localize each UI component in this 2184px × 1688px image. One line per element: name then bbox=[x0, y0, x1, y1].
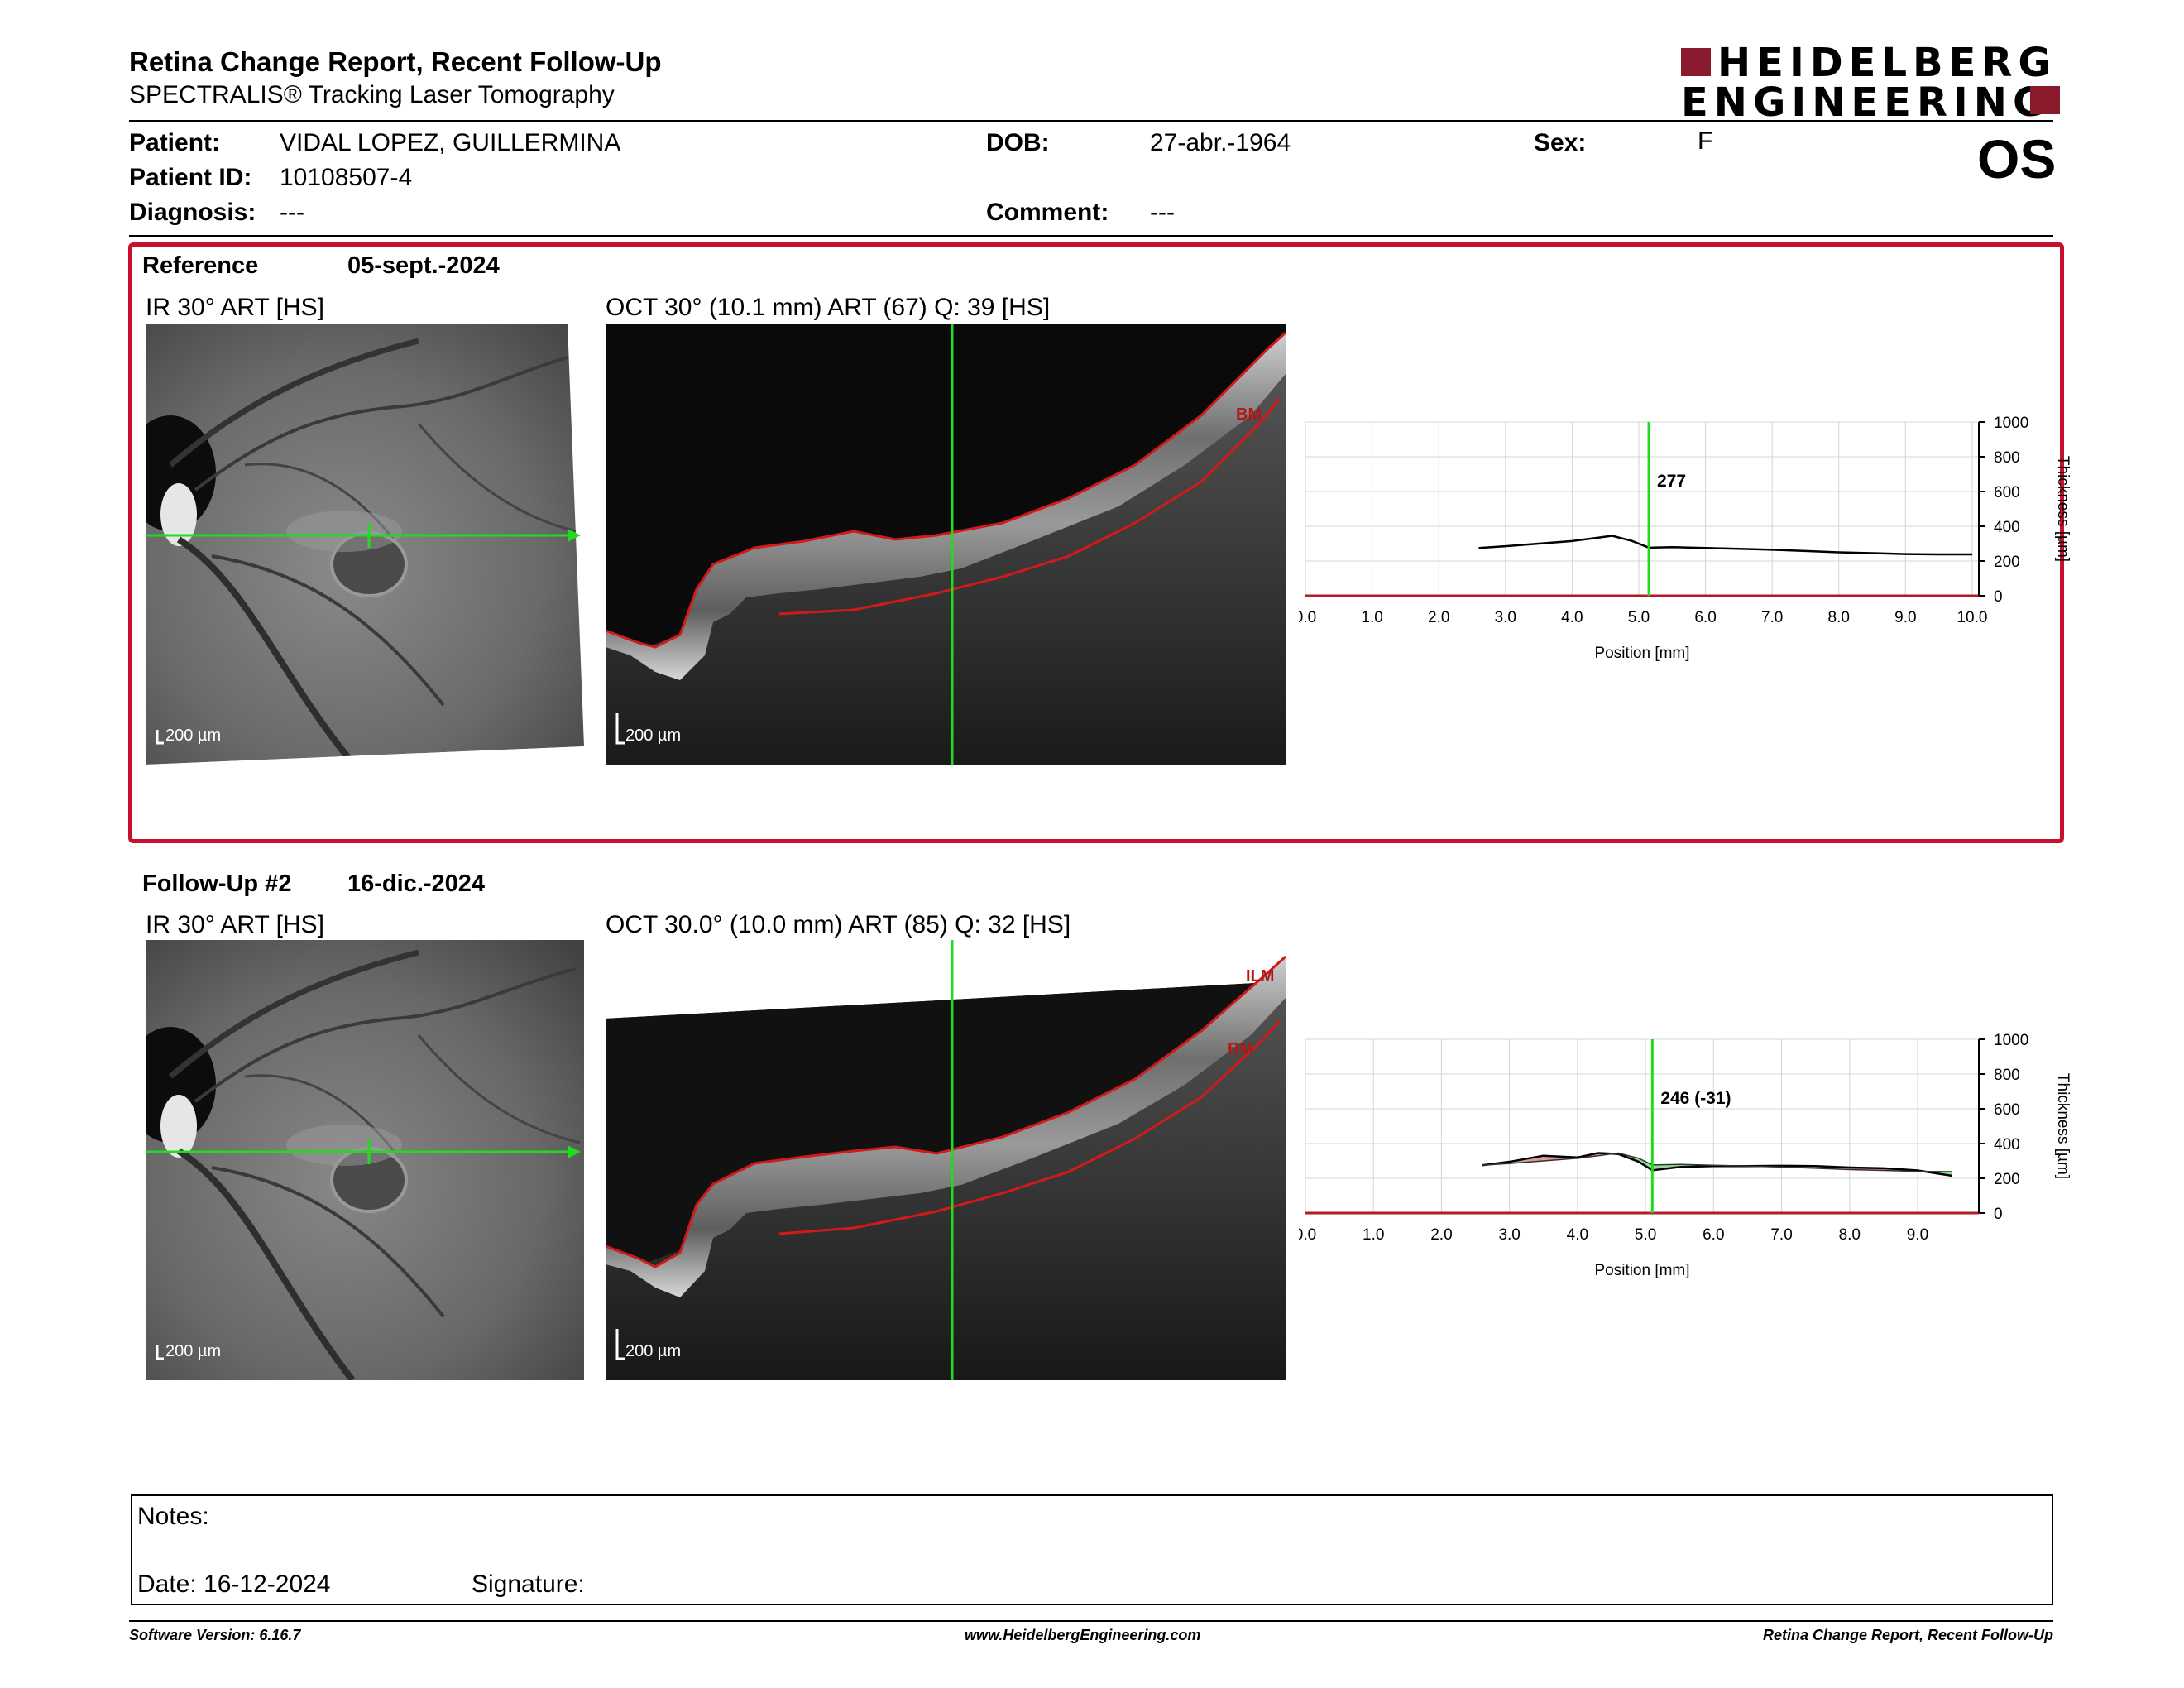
reference-chart-x-tick-label: 0.0 bbox=[1299, 609, 1316, 626]
reference-chart-x-tick-label: 7.0 bbox=[1761, 609, 1783, 626]
reference-chart-cursor-value: 277 bbox=[1657, 472, 1686, 491]
followup-date: 16-dic.-2024 bbox=[347, 870, 486, 897]
followup-chart-y-label: Thickness [µm] bbox=[2054, 1073, 2071, 1179]
reference-chart-x-tick-label: 8.0 bbox=[1828, 609, 1850, 626]
reference-chart-x-tick-label: 10.0 bbox=[1956, 609, 1987, 626]
reference-thickness-chart: 0.0 1.0 2.0 3.0 4.0 5.0 6.0 7.0 8.0 9.0 10.0 0 200 40… bbox=[1299, 415, 2071, 662]
reference-chart-plot-area bbox=[1305, 421, 1980, 597]
followup-chart-x-tick-label: 9.0 bbox=[1907, 1226, 1928, 1244]
reference-date: 05-sept.-2024 bbox=[347, 252, 500, 279]
heidelberg-logo: HEIDELBERG ENGINEERING bbox=[1681, 40, 2062, 126]
followup-ir-scale: 200 µm bbox=[165, 1342, 222, 1360]
reference-chart-x-tick-label: 5.0 bbox=[1628, 609, 1650, 626]
reference-oct-image: BM 200 µm bbox=[606, 324, 1286, 765]
followup-chart-x-tick-label: 0.0 bbox=[1299, 1226, 1316, 1244]
followup-oct-image: ILM BM 200 µm bbox=[606, 940, 1286, 1380]
reference-chart-y-tick-label: 0 bbox=[1994, 588, 2003, 606]
sex-label: Sex: bbox=[1534, 129, 1587, 156]
reference-chart-series-line-0 bbox=[1478, 535, 1972, 556]
signature-label: Signature: bbox=[472, 1571, 585, 1598]
reference-chart-x-tick-label: 9.0 bbox=[1894, 609, 1916, 626]
notes-label: Notes: bbox=[137, 1503, 209, 1530]
reference-oct-scale: 200 µm bbox=[625, 727, 682, 745]
footer-software-version: Software Version: 6.16.7 bbox=[129, 1627, 301, 1643]
report-subtitle: SPECTRALIS® Tracking Laser Tomography bbox=[129, 81, 615, 108]
patient-label: Patient: bbox=[129, 129, 221, 156]
reference-chart-x-tick-label: 2.0 bbox=[1428, 609, 1449, 626]
patient-id: 10108507-4 bbox=[280, 164, 413, 191]
reference-chart-x-tick-label: 1.0 bbox=[1361, 609, 1382, 626]
followup-oct-title: OCT 30.0° (10.0 mm) ART (85) Q: 32 [HS] bbox=[606, 911, 1071, 938]
patient-id-label: Patient ID: bbox=[129, 164, 252, 191]
diagnosis-label: Diagnosis: bbox=[129, 199, 256, 226]
followup-chart-x-tick-label: 5.0 bbox=[1635, 1226, 1656, 1244]
sex-value: F bbox=[1698, 127, 1713, 155]
header-rule bbox=[129, 120, 2053, 122]
reference-chart-y-tick-label: 600 bbox=[1994, 484, 2020, 501]
followup-thickness-chart: 0.0 1.0 2.0 3.0 4.0 5.0 6.0 7.0 8.0 9.0 0 200 400 600… bbox=[1299, 1032, 2071, 1279]
dob-value: 27-abr.-1964 bbox=[1150, 129, 1291, 156]
reference-chart-x-tick-label: 4.0 bbox=[1561, 609, 1583, 626]
dob-label: DOB: bbox=[986, 129, 1050, 156]
reference-bm-label: BM bbox=[1236, 405, 1262, 424]
notes-box[interactable]: Notes: Date: 16-12-2024 Signature: bbox=[131, 1494, 2053, 1605]
followup-chart-y-tick-label: 400 bbox=[1994, 1136, 2020, 1153]
followup-chart-x-tick-label: 2.0 bbox=[1430, 1226, 1452, 1244]
eye-indicator: OS bbox=[1977, 128, 2057, 189]
reference-chart-x-tick-label: 6.0 bbox=[1694, 609, 1716, 626]
followup-chart-y-tick-label: 600 bbox=[1994, 1101, 2020, 1119]
logo-line2: ENGINEERING bbox=[1681, 79, 2052, 126]
reference-ir-title: IR 30° ART [HS] bbox=[146, 294, 324, 321]
reference-ir-scale: 200 µm bbox=[165, 727, 222, 745]
followup-chart-x-tick-label: 8.0 bbox=[1839, 1226, 1861, 1244]
followup-chart-x-tick-label: 3.0 bbox=[1498, 1226, 1520, 1244]
followup-chart-x-label: Position [mm] bbox=[1594, 1262, 1689, 1279]
followup-chart-series-line-0 bbox=[1482, 1152, 1952, 1177]
report-title: Retina Change Report, Recent Follow-Up bbox=[129, 46, 662, 77]
patient-name: VIDAL LOPEZ, GUILLERMINA bbox=[280, 129, 621, 156]
logo-line1: HEIDELBERG bbox=[1717, 40, 2057, 86]
followup-ilm-label: ILM bbox=[1246, 967, 1274, 985]
followup-chart-plot-area bbox=[1305, 1038, 1980, 1214]
reference-chart-y-tick-label: 200 bbox=[1994, 554, 2020, 571]
followup-chart-y-tick-label: 200 bbox=[1994, 1171, 2020, 1188]
comment-label: Comment: bbox=[986, 199, 1109, 226]
reference-chart-x-tick-label: 3.0 bbox=[1495, 609, 1516, 626]
followup-chart-cursor-value: 246 (-31) bbox=[1660, 1089, 1731, 1108]
reference-chart-y-tick-label: 800 bbox=[1994, 449, 2020, 467]
footer-report-name: Retina Change Report, Recent Follow-Up bbox=[1762, 1627, 2053, 1643]
footer-rule bbox=[129, 1620, 2053, 1622]
followup-chart-x-tick-label: 7.0 bbox=[1770, 1226, 1792, 1244]
patient-rule bbox=[129, 235, 2053, 237]
reference-chart-y-tick-label: 400 bbox=[1994, 519, 2020, 536]
reference-frame bbox=[128, 242, 2064, 843]
footer-website[interactable]: www.HeidelbergEngineering.com bbox=[965, 1627, 1201, 1643]
followup-ir-image: 200 µm bbox=[146, 940, 584, 1380]
followup-chart-y-tick-label: 1000 bbox=[1994, 1032, 2028, 1049]
diagnosis-value: --- bbox=[280, 199, 304, 226]
followup-chart-y-tick-label: 0 bbox=[1994, 1206, 2003, 1223]
reference-label: Reference bbox=[142, 252, 259, 279]
reference-ir-image: 200 µm bbox=[146, 324, 584, 765]
followup-oct-scale: 200 µm bbox=[625, 1342, 682, 1360]
reference-chart-x-label: Position [mm] bbox=[1594, 645, 1689, 662]
followup-chart-x-tick-label: 4.0 bbox=[1567, 1226, 1588, 1244]
followup-chart-x-tick-label: 1.0 bbox=[1363, 1226, 1384, 1244]
followup-bm-label: BM bbox=[1228, 1040, 1253, 1058]
reference-oct-title: OCT 30° (10.1 mm) ART (67) Q: 39 [HS] bbox=[606, 294, 1051, 321]
reference-chart-y-tick-label: 1000 bbox=[1994, 415, 2028, 432]
followup-chart-series-line-1 bbox=[1482, 1152, 1952, 1172]
followup-label: Follow-Up #2 bbox=[142, 870, 292, 897]
followup-chart-y-tick-label: 800 bbox=[1994, 1067, 2020, 1084]
comment-value: --- bbox=[1150, 199, 1175, 226]
followup-ir-title: IR 30° ART [HS] bbox=[146, 911, 324, 938]
notes-date: Date: 16-12-2024 bbox=[137, 1571, 331, 1598]
reference-chart-y-label: Thickness [µm] bbox=[2054, 456, 2071, 562]
followup-chart-x-tick-label: 6.0 bbox=[1703, 1226, 1724, 1244]
